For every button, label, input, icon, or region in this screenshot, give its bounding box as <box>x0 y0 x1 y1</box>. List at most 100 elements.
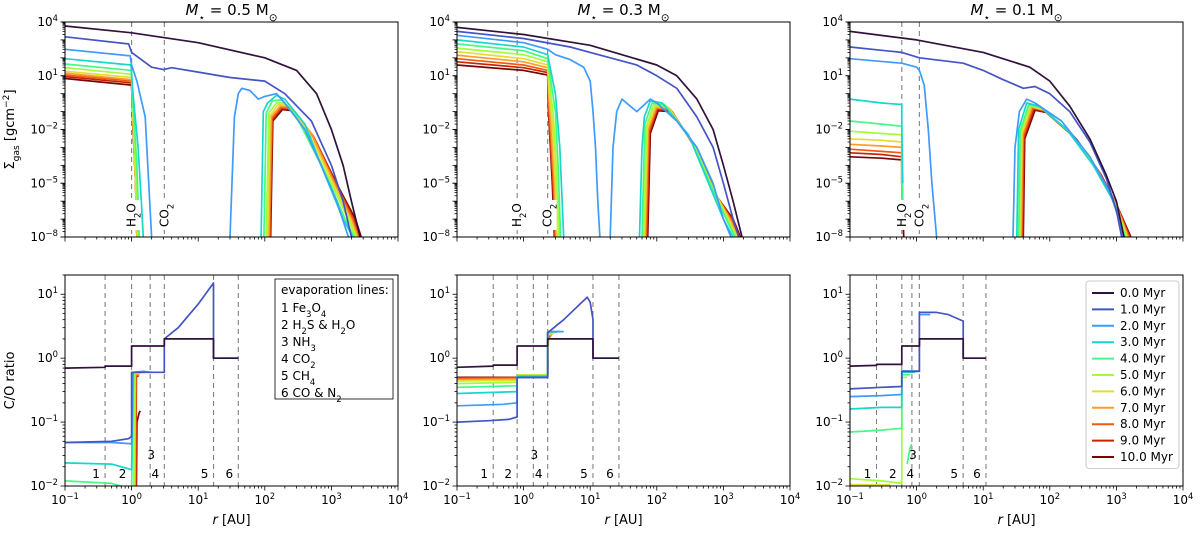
axes-frame <box>64 21 399 238</box>
co-curve <box>457 330 560 395</box>
evap-number: 4 <box>535 467 543 481</box>
sigma-curve <box>457 50 559 237</box>
legend-label: 7.0 Myr <box>1120 401 1165 415</box>
sigma-curve-outer <box>1015 102 1125 237</box>
y-tick-label: 10−2 <box>30 121 58 137</box>
evap-label-bg <box>541 200 557 230</box>
evap-number: 1 <box>864 467 872 481</box>
axes-frame <box>64 274 399 487</box>
y-tick-label: 10−2 <box>815 121 843 137</box>
x-tick-label: 103 <box>713 491 734 507</box>
y-axis-label-top: Σgas [gcm−2] <box>2 89 22 169</box>
co-curve <box>457 334 553 381</box>
co-curve-outer <box>906 443 913 465</box>
co-curve <box>850 338 986 367</box>
sigma-curve <box>850 57 938 237</box>
x-tick-label: 100 <box>513 491 534 507</box>
sigma-curve-outer <box>1021 108 1131 237</box>
evap-label-bg <box>158 200 174 230</box>
sigma-curve-outer <box>1020 106 1129 237</box>
co-curve <box>457 296 619 423</box>
evap-label: CO2 <box>541 204 559 227</box>
legend-box <box>1085 280 1180 469</box>
sigma-curve <box>457 34 601 237</box>
sigma-curve-outer <box>1020 107 1130 237</box>
y-tick-label: 10−8 <box>30 228 58 244</box>
sigma-curve-outer <box>263 99 355 237</box>
panel-title: M⋆ = 0.1 M⊙ <box>970 1 1062 24</box>
evap-label-bg <box>125 200 141 230</box>
axes-frame <box>456 274 791 487</box>
legend-label: 10.0 Myr <box>1120 450 1173 464</box>
x-tick-label: 10−1 <box>443 491 471 507</box>
sigma-curve <box>850 98 904 184</box>
x-tick-label: 102 <box>646 491 667 507</box>
sigma-curve <box>65 35 353 237</box>
evap-number: 5 <box>580 467 588 481</box>
evap-number: 6 <box>225 467 233 481</box>
legend-label: 3.0 Myr <box>1120 335 1165 349</box>
co-lines <box>850 275 987 486</box>
sigma-curve-outer <box>1019 105 1128 237</box>
sigma-curve-outer <box>1022 109 1132 237</box>
co-curve <box>65 338 239 369</box>
x-tick-label: 10−1 <box>836 491 864 507</box>
sigma-curve <box>65 57 145 237</box>
sigma-curve <box>457 30 740 237</box>
x-tick-label: 103 <box>321 491 342 507</box>
y-tick-label: 101 <box>429 67 450 83</box>
sigma-curve <box>457 47 560 237</box>
x-tick-label: 104 <box>388 491 409 507</box>
y-tick-label: 100 <box>37 349 58 365</box>
y-tick-label: 101 <box>822 285 843 301</box>
sigma-curve-outer <box>644 106 739 237</box>
x-tick-label: 102 <box>254 491 275 507</box>
co-curve <box>65 282 239 444</box>
evap-number: 4 <box>152 467 160 481</box>
y-tick-label: 10−5 <box>815 174 843 190</box>
evap-label-group: CO2 <box>912 200 930 230</box>
sigma-lines <box>457 22 743 237</box>
evap-label-group: CO2 <box>541 200 559 230</box>
x-tick-label: 100 <box>906 491 927 507</box>
x-tick-label: 104 <box>1173 491 1194 507</box>
co-curve <box>65 370 152 446</box>
evap-number: 3 <box>147 448 155 462</box>
evap-number: 6 <box>973 467 981 481</box>
x-tick-label: 102 <box>1039 491 1060 507</box>
x-tick-label: 101 <box>973 491 994 507</box>
evap-legend-box <box>274 278 394 400</box>
evap-number: 5 <box>201 467 209 481</box>
x-tick-label: 10−1 <box>51 491 79 507</box>
evap-number: 6 <box>606 467 614 481</box>
y-axis-label-bottom: C/O ratio <box>3 352 18 410</box>
evap-legend-item: 3 NH3 <box>281 335 316 353</box>
co-curve <box>457 333 554 382</box>
sigma-curve-outer <box>609 98 732 237</box>
evap-legend-item: 4 CO2 <box>281 352 316 370</box>
sigma-curve <box>457 39 565 237</box>
y-tick-label: 100 <box>429 349 450 365</box>
legend-label: 4.0 Myr <box>1120 352 1165 366</box>
evap-number: 2 <box>889 467 897 481</box>
y-tick-label: 10−1 <box>815 413 843 429</box>
sigma-curve <box>457 26 743 237</box>
co-lines <box>65 275 239 486</box>
co-curve <box>850 311 986 390</box>
evap-number: 4 <box>907 467 915 481</box>
sigma-curve-outer <box>229 87 350 237</box>
evap-label-bg <box>511 200 527 230</box>
y-tick-label: 10−8 <box>815 228 843 244</box>
legend-label: 1.0 Myr <box>1120 302 1165 316</box>
axes-frame <box>849 274 1184 487</box>
y-tick-label: 101 <box>37 67 58 83</box>
evap-label-group: CO2 <box>157 200 175 230</box>
x-tick-label: 100 <box>121 491 142 507</box>
y-tick-label: 10−2 <box>422 121 450 137</box>
co-curve <box>457 336 551 379</box>
y-tick-label: 101 <box>429 285 450 301</box>
evap-number: 1 <box>92 467 100 481</box>
evap-label: CO2 <box>912 204 930 227</box>
y-tick-label: 104 <box>822 13 843 29</box>
